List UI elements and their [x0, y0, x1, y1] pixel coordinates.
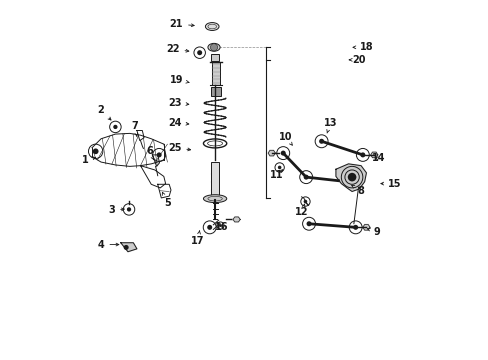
Circle shape	[347, 173, 356, 181]
Ellipse shape	[203, 195, 226, 203]
Circle shape	[360, 152, 365, 157]
Circle shape	[280, 150, 285, 156]
Circle shape	[352, 225, 357, 230]
Text: 16: 16	[214, 222, 227, 231]
Text: 22: 22	[166, 44, 188, 54]
Polygon shape	[362, 225, 369, 230]
Polygon shape	[121, 243, 137, 252]
Circle shape	[303, 200, 306, 203]
Text: 19: 19	[169, 75, 188, 85]
Circle shape	[123, 245, 128, 250]
Text: 1: 1	[81, 155, 96, 165]
Polygon shape	[267, 150, 275, 156]
Text: 13: 13	[323, 118, 337, 133]
Text: 23: 23	[167, 98, 188, 108]
Text: 10: 10	[279, 132, 292, 145]
Text: 7: 7	[131, 121, 138, 137]
Circle shape	[219, 224, 222, 227]
Circle shape	[197, 50, 202, 55]
Ellipse shape	[207, 43, 220, 51]
Circle shape	[207, 225, 212, 230]
Bar	[211, 54, 219, 61]
Circle shape	[319, 139, 324, 144]
Circle shape	[210, 44, 217, 51]
Polygon shape	[335, 164, 366, 192]
Bar	[211, 62, 220, 85]
Circle shape	[93, 148, 99, 154]
Text: 18: 18	[352, 42, 372, 52]
Circle shape	[306, 221, 311, 226]
Text: 5: 5	[162, 192, 170, 208]
Polygon shape	[370, 152, 377, 158]
Text: 12: 12	[295, 204, 308, 217]
Text: 3: 3	[108, 206, 124, 216]
Text: 17: 17	[191, 230, 204, 246]
Circle shape	[277, 166, 281, 169]
Text: 11: 11	[269, 170, 283, 180]
Bar	[211, 87, 221, 96]
Circle shape	[348, 174, 354, 180]
Text: 15: 15	[380, 179, 401, 189]
Text: 6: 6	[146, 146, 153, 159]
Circle shape	[303, 175, 308, 180]
Text: 9: 9	[366, 227, 380, 237]
Polygon shape	[233, 217, 240, 222]
Text: 2: 2	[98, 105, 111, 120]
Bar	[210, 162, 219, 200]
Ellipse shape	[205, 23, 219, 31]
Text: 4: 4	[98, 239, 119, 249]
Text: 21: 21	[169, 19, 194, 29]
Text: 25: 25	[167, 143, 190, 153]
Circle shape	[156, 152, 162, 157]
Text: 20: 20	[348, 55, 365, 65]
Text: 24: 24	[167, 118, 188, 128]
Circle shape	[126, 207, 131, 212]
Text: 8: 8	[351, 185, 364, 196]
Text: 14: 14	[371, 153, 385, 163]
Circle shape	[113, 125, 117, 129]
